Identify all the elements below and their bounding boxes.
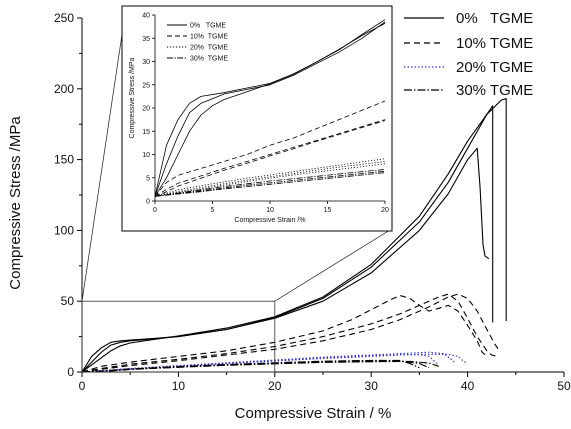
inset-legend-label-1: 10% TGME [190,34,228,41]
inset-y-tick-label: 25 [142,82,150,89]
main-series-1-curve [81,294,488,373]
x-axis-title: Compressive Strain / % [235,405,392,422]
inset-series-3-curve [154,172,386,197]
y-tick-label: 150 [54,153,74,167]
inset-series-3-curve [154,169,386,197]
inset-plot: 0 5 10 15 20 0 5 10 15 20 25 30 35 40 Compressive Stra… [121,5,393,232]
legend-label-2: 20% TGME [456,59,533,76]
inset-y-axis-title: Compressive Stress /MPa [129,57,136,138]
x-tick-label: 30 [365,379,379,393]
inset-y-tick-label: 10 [142,152,150,159]
y-tick-label: 50 [61,294,75,308]
inset-y-tick-label: 20 [142,106,150,113]
inset-x-axis-title: Compressive Strain /% [234,217,305,224]
zoom-connector-right [274,229,391,302]
y-tick-label: 250 [54,11,74,25]
x-tick-label: 0 [79,379,86,393]
inset-y-tick-label: 5 [146,175,150,182]
inset-y-tick-label: 15 [142,129,150,136]
zoom-guides [81,7,391,373]
inset-y-tick-label: 30 [142,59,150,66]
main-series-0-curve [81,105,494,373]
main-series-0-curve [81,147,490,373]
legend-label-0: 0% TGME [456,10,533,27]
zoom-connector-left [81,7,127,302]
y-axis-title: Compressive Stress /MPa [7,116,24,290]
main-series-1-curve [81,293,500,373]
inset-series-0-curve [154,21,386,197]
y-tick-label: 100 [54,223,74,237]
inset-x-tick-label: 5 [211,207,215,214]
inset-series-3-curve [154,170,386,197]
inset-series-1-curve [154,119,386,197]
x-tick-label: 50 [557,379,571,393]
inset-y-tick-label: 0 [146,199,150,206]
inset-series-0-curve [154,19,386,197]
inset-series-2-curve [154,161,386,197]
inset-frame [121,5,393,232]
inset-series-1-curve [154,100,386,197]
inset-x-tick-label: 10 [266,207,274,214]
zoom-region-box [81,300,276,373]
inset-series-0-curve [154,23,386,197]
legend-label-1: 10% TGME [456,35,533,52]
main-series-1-curve [81,293,497,373]
y-tick-label: 200 [54,82,74,96]
main-series-2-curve [81,354,440,373]
inset-x-tick-label: 20 [381,207,389,214]
inset-legend-label-2: 20% TGME [190,45,228,52]
inset-legend-label-0: 0% TGME [190,23,226,30]
inset-x-tick-label: 0 [153,207,157,214]
inset-y-tick-label: 40 [142,13,150,20]
y-tick-label: 0 [67,365,74,379]
x-tick-label: 10 [172,379,186,393]
x-tick-label: 40 [461,379,475,393]
inset-series-2-curve [154,158,386,197]
inset-x-tick-label: 15 [324,207,332,214]
legend-label-3: 30% TGME [456,82,533,99]
x-tick-label: 20 [268,379,282,393]
inset-y-tick-label: 35 [142,36,150,43]
inset-legend-label-3: 30% TGME [190,56,228,63]
